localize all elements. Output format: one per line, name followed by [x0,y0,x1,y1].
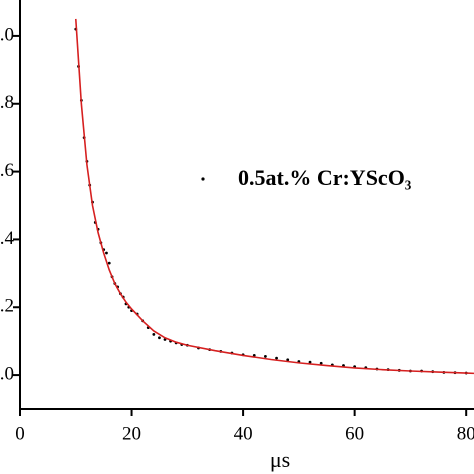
legend-marker [201,177,205,181]
data-point [252,354,256,357]
y-tick-label: 1.0 [0,24,14,45]
x-tick-label: 40 [234,423,253,444]
y-tick-label: 0.8 [0,92,14,113]
data-point [275,356,278,360]
data-point [152,332,156,336]
data-point [308,360,312,364]
y-tick-label: 0.2 [0,296,14,317]
x-tick-label: 20 [122,423,141,444]
y-tick-label: 0.6 [0,160,14,181]
data-point [158,336,161,340]
data-point [319,361,323,365]
y-tick-label: 0.4 [0,228,15,249]
fit-line [74,18,474,375]
data-point [107,261,111,265]
legend-label: 0.5at.% Cr:YScO₃ [238,165,412,190]
y-tick-label: 0.0 [0,363,14,384]
x-tick-label: 60 [345,423,364,444]
data-point [286,358,290,362]
x-tick-label: 80 [457,423,474,444]
data-point [264,355,267,358]
x-axis-label: μs [270,447,290,472]
x-tick-label: 0 [15,423,25,444]
data-point [105,251,108,255]
